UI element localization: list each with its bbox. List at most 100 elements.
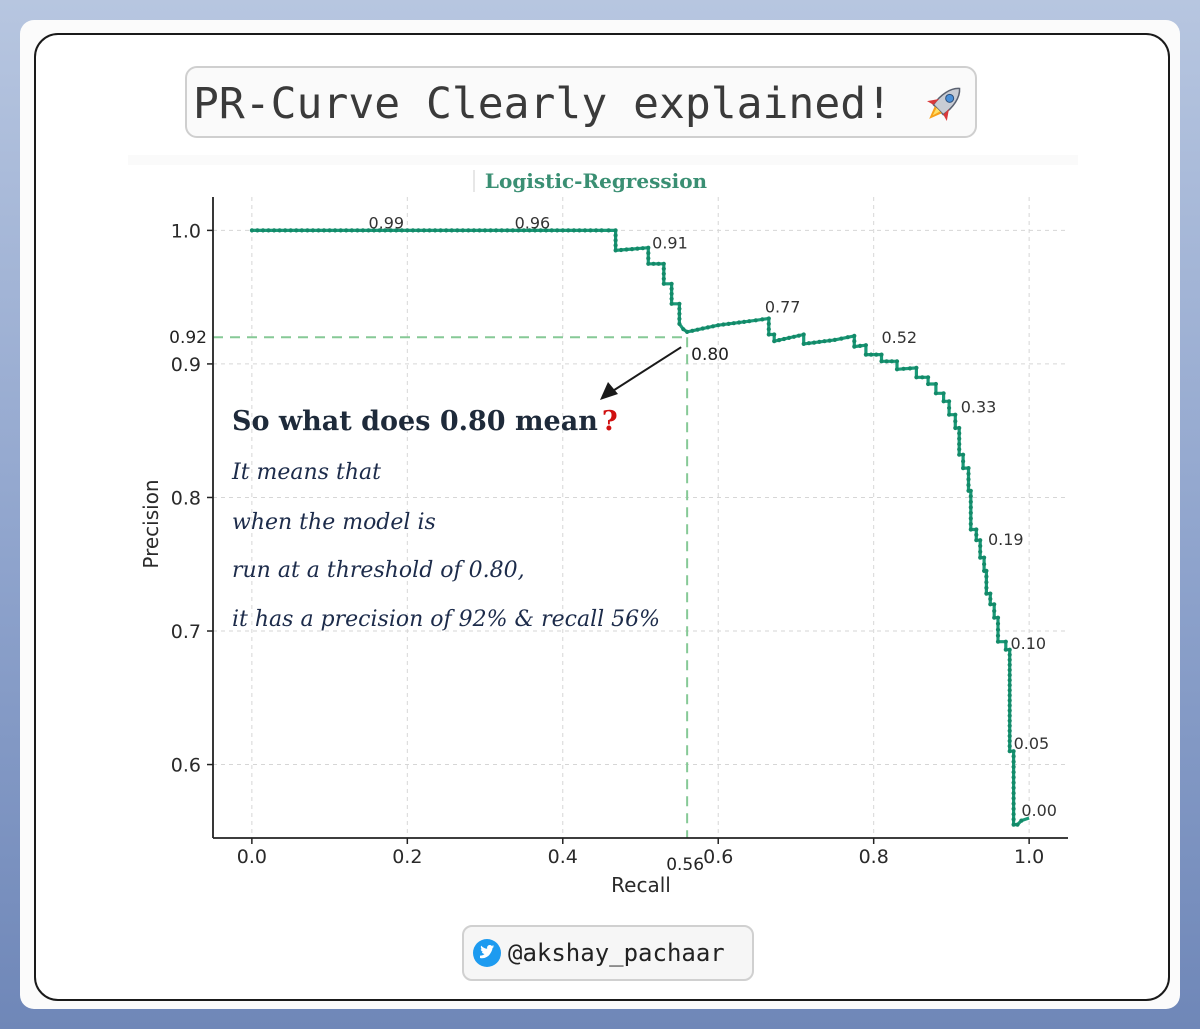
curve-point [1011,759,1016,764]
curve-point [669,281,674,286]
curve-point [884,359,889,364]
curve-point [677,301,682,306]
curve-point [968,488,973,493]
curve-point [710,324,716,329]
annotation-heading-text: So what does 0.80 mean [232,406,598,437]
curve-point [957,442,962,447]
curve-point [806,341,812,346]
curve-point [661,271,666,276]
curve-point [721,322,726,327]
curve-point [1011,764,1016,770]
curve-point [982,562,987,567]
curve-point [613,233,618,238]
curve-point [957,447,962,452]
annotation-arrow [600,346,682,400]
curve-point [606,228,611,233]
curve-point [700,326,705,331]
curve-point [968,527,973,532]
rocket-icon [927,87,961,121]
curve-point [1007,683,1012,688]
curve-point [863,352,869,357]
curve-point [333,228,338,233]
curve-point [444,228,449,233]
curve-point [1007,738,1012,744]
twitter-handle[interactable]: @akshay_pachaar [508,939,725,967]
curve-point [907,366,913,371]
curve-point [661,281,666,286]
curve-point [399,228,404,233]
curve-point [466,228,471,233]
x-tick-label: 0.0 [237,846,267,868]
curve-point [953,412,958,417]
curve-point [1011,822,1016,827]
curve-point [869,352,874,357]
x-tick-label: 0.8 [859,846,889,868]
curve-point [968,521,973,527]
curve-point [894,359,900,364]
curve-point [656,261,661,266]
curve-point [957,452,962,457]
curve-point [926,375,931,380]
curve-point [1011,780,1016,785]
curve-point [613,228,618,233]
curve-point [901,366,906,371]
curve-point [1003,639,1008,644]
recall-highlight-label: 0.56 [666,855,704,875]
curve-point [394,228,399,233]
curve-point [1011,806,1016,812]
curve-point [613,248,618,253]
curve-point [327,228,332,233]
curve-point [957,431,962,436]
curve-point [1007,647,1012,652]
curve-point [968,505,973,510]
curve-point [355,228,360,233]
curve-point [858,343,863,348]
curve-point [984,591,989,596]
curve-point [1011,791,1016,796]
curve-point [978,555,983,560]
curve-point [360,228,365,233]
curve-point [753,318,758,323]
curve-point [577,228,582,233]
curve-point [566,228,571,233]
curve-point [947,399,952,404]
y-tick-label: 0.7 [171,621,201,643]
curve-point [966,471,971,476]
curve-point [438,228,443,233]
pr-curve [249,228,1030,827]
curve-point [705,325,711,330]
curve-point [879,352,884,357]
curve-point [613,243,618,248]
curve-point [460,228,465,233]
annotation-line-2: when the model is [232,510,436,535]
curve-point [427,228,432,233]
curve-point [651,261,656,266]
curve-point [344,228,349,233]
curve-point [1007,698,1012,703]
curve-point [772,339,777,344]
curve-point [1011,812,1016,817]
curve-point [968,494,973,499]
y-tick-label: 0.6 [171,755,201,777]
curve-point [1007,733,1012,739]
curve-point [255,228,260,233]
title-box [185,66,977,138]
curve-point [766,332,771,337]
curve-point [978,538,983,543]
handle-badge[interactable] [462,925,754,981]
threshold-label: 0.19 [988,530,1024,549]
curve-point [555,228,560,233]
curve-point [742,319,747,324]
curve-point [613,238,618,243]
curve-point [416,228,421,233]
x-tick-label: 0.6 [703,846,733,868]
curve-point [294,228,299,233]
tick-labels: 0.0 0.2 0.4 0.6 0.8 1.0 0.6 0.7 0.8 0.9 1.0 [171,220,1044,868]
curve-point [941,391,946,396]
curve-point [766,316,771,321]
curve-point [974,538,979,543]
threshold-label: 0.91 [652,233,688,252]
curve-point [669,291,674,296]
curve-point [988,602,993,607]
curve-point [845,335,850,340]
